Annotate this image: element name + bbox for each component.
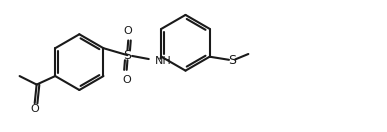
Text: O: O xyxy=(124,26,133,36)
Text: O: O xyxy=(30,104,39,114)
Text: NH: NH xyxy=(155,56,172,66)
Text: S: S xyxy=(123,49,132,62)
Text: S: S xyxy=(228,54,236,67)
Text: O: O xyxy=(122,75,131,84)
